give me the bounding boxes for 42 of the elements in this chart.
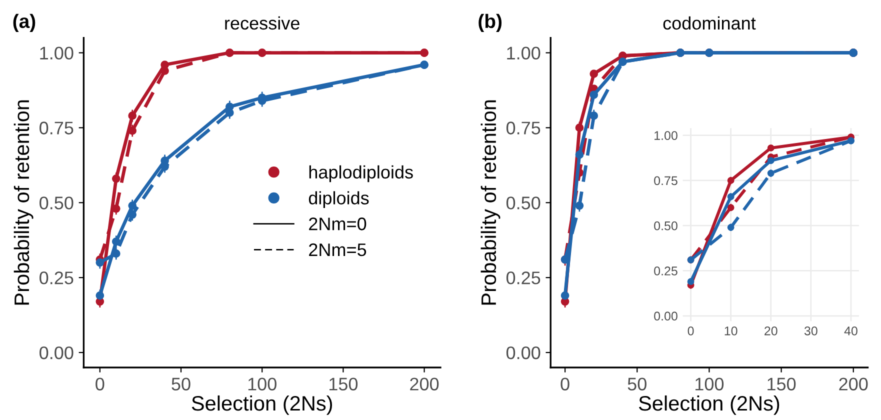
x-axis-title: Selection (2Ns) [192, 395, 332, 415]
y-axis-title: Probability of retention [480, 100, 500, 305]
y-tick-label: 0.25 [506, 272, 540, 284]
legend-label: diploids [308, 191, 369, 208]
text: (a) [13, 14, 36, 32]
x-tick-label: 20 [764, 326, 778, 336]
x-tick-label: 100 [696, 378, 724, 390]
y-tick-label: 0.50 [40, 196, 74, 210]
y-tick-label: 0.50 [506, 196, 540, 210]
x-tick-label: 200 [410, 378, 439, 390]
y-tick-label: 1.00 [654, 131, 678, 140]
y-tick-label: 0.00 [40, 346, 74, 360]
y-tick-label: 0.75 [40, 122, 74, 134]
y-tick-label: 1.00 [507, 46, 540, 60]
y-tick-label: 0.25 [654, 266, 678, 276]
x-tick-label: 50 [172, 378, 190, 390]
x-tick-label: 150 [768, 378, 796, 390]
chart-title: recessive [225, 16, 300, 30]
y-tick-label: 0.75 [506, 122, 540, 134]
x-tick-label: 40 [844, 326, 858, 336]
x-tick-label: 30 [804, 326, 818, 336]
y-axis-title: Probability of retention [14, 100, 34, 305]
chart-title: codominant [663, 16, 756, 30]
annotation: 2Nm=0 [309, 218, 366, 230]
x-tick-label: 0 [560, 378, 570, 390]
x-tick-label: 200 [839, 378, 868, 390]
y-tick-label: 1.00 [40, 46, 74, 60]
y-tick-label: 0.25 [40, 272, 74, 284]
legend-label: haplodiploids [309, 165, 413, 182]
x-tick-label: 50 [628, 378, 646, 390]
text: (b) [478, 14, 502, 32]
x-axis-title: Selection (2Ns) [638, 395, 780, 415]
y-tick-label: 0.00 [506, 346, 540, 360]
x-tick-label: 10 [724, 326, 738, 336]
y-tick-label: 0.50 [654, 221, 678, 230]
y-tick-label: 0.75 [654, 176, 678, 186]
x-tick-label: 0 [688, 326, 694, 336]
y-tick-label: 0.00 [654, 312, 678, 321]
annotation: 2Nm=5 [309, 243, 366, 256]
x-tick-label: 0 [96, 378, 104, 390]
x-tick-label: 150 [330, 378, 358, 390]
x-tick-label: 100 [248, 378, 276, 390]
